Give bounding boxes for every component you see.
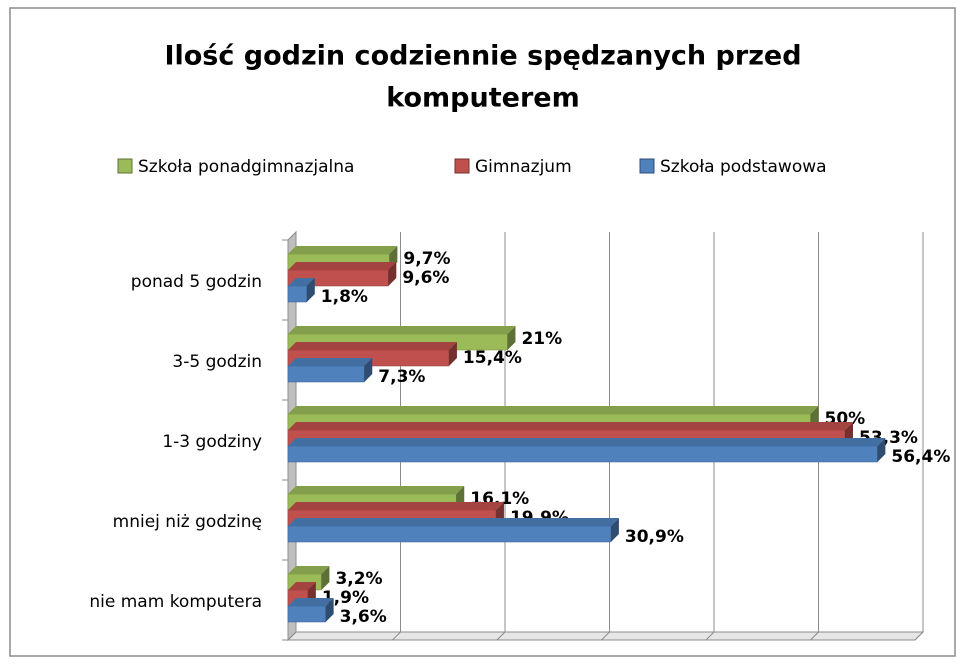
bar-side (321, 566, 330, 590)
bar (287, 438, 886, 463)
bar-top (288, 358, 373, 366)
bar-top (288, 422, 853, 430)
chart-title: komputerem (386, 83, 579, 114)
bar-side (306, 278, 315, 302)
bar-side (448, 342, 457, 366)
data-label: 1,9% (322, 588, 369, 608)
bar-side (364, 358, 373, 382)
data-label: 30,9% (625, 527, 684, 547)
bar-front (287, 365, 365, 383)
data-label: 1,8% (321, 287, 368, 307)
data-label: 9,7% (403, 249, 450, 269)
data-label: 3,6% (340, 607, 387, 627)
data-label: 21% (521, 329, 562, 349)
bar-top (288, 342, 457, 350)
data-label: 9,6% (402, 268, 449, 288)
category-label: mniej niż godzinę (113, 512, 262, 532)
bar-side (325, 598, 334, 622)
category-label: ponad 5 godzin (131, 272, 262, 292)
grid-line (914, 232, 924, 641)
category-label: 3-5 godzin (172, 352, 262, 372)
bar-side (610, 518, 619, 542)
bar-side (877, 438, 886, 462)
bar-front (287, 285, 308, 303)
bar-top (288, 598, 334, 606)
bar-front (287, 605, 326, 623)
grid-line (810, 232, 819, 641)
legend-label: Gimnazjum (475, 157, 572, 177)
data-label: 7,3% (378, 367, 425, 387)
legend-swatch (454, 158, 470, 174)
grid-line (601, 232, 610, 641)
bar-front (287, 445, 878, 463)
bar-front (287, 525, 612, 543)
legend-swatch (117, 158, 133, 174)
bar-top (288, 262, 397, 270)
bar-top (288, 278, 315, 286)
bar (287, 518, 619, 543)
legend-swatch (639, 158, 655, 174)
bar-top (288, 438, 886, 446)
category-label: nie mam komputera (89, 592, 262, 612)
legend-label: Szkoła ponadgimnazjalna (138, 157, 354, 177)
chart-title: Ilość godzin codziennie spędzanych przed (164, 41, 801, 72)
bar-top (288, 486, 465, 494)
bar (287, 598, 334, 623)
data-label: 56,4% (891, 447, 950, 467)
category-label: 1-3 godziny (162, 432, 262, 452)
data-label: 3,2% (335, 569, 382, 589)
bar-top (288, 502, 504, 510)
bar-top (288, 406, 819, 414)
bar (287, 278, 315, 303)
grid-line (496, 232, 506, 641)
grid-line (705, 232, 715, 641)
data-label: 15,4% (463, 348, 522, 368)
bar-side (388, 262, 397, 286)
bar-top (288, 566, 330, 574)
legend-label: Szkoła podstawowa (660, 157, 827, 177)
bar-top (288, 326, 516, 334)
bar-side (507, 326, 516, 350)
bar-top (288, 246, 398, 254)
bar (287, 358, 373, 383)
bar-top (288, 518, 619, 526)
bar-top (288, 582, 316, 590)
